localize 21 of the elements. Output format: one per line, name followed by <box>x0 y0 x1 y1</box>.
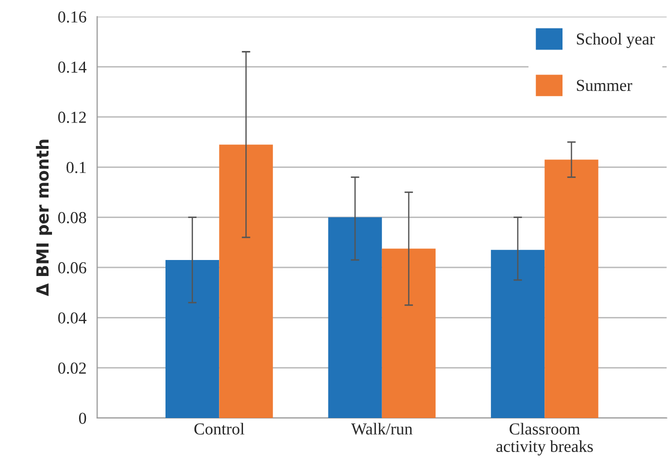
y-tick-label: 0 <box>79 412 86 424</box>
y-tick-label: 0.12 <box>58 112 86 123</box>
bar <box>490 250 545 418</box>
y-tick-label: 0.02 <box>58 362 86 374</box>
y-tick-label: 0.08 <box>58 212 86 224</box>
y-tick-label: 0.16 <box>58 11 86 23</box>
legend-label: School year <box>576 32 655 48</box>
bar <box>382 248 436 418</box>
y-axis-title: Δ BMI per month <box>36 140 52 296</box>
x-tick-label: Walk/run <box>351 422 412 435</box>
bar <box>219 144 273 418</box>
y-tick-label: 0.1 <box>66 162 86 174</box>
legend-label: Summer <box>576 80 632 92</box>
bar <box>165 260 220 418</box>
bar <box>328 217 382 418</box>
bar <box>544 160 598 418</box>
x-tick-label: Classroom activity breaks <box>496 422 593 456</box>
x-tick-label: Control <box>194 422 244 435</box>
y-tick-label: 0.04 <box>58 312 86 324</box>
y-tick-label: 0.14 <box>58 61 86 73</box>
y-tick-label: 0.06 <box>58 262 86 274</box>
